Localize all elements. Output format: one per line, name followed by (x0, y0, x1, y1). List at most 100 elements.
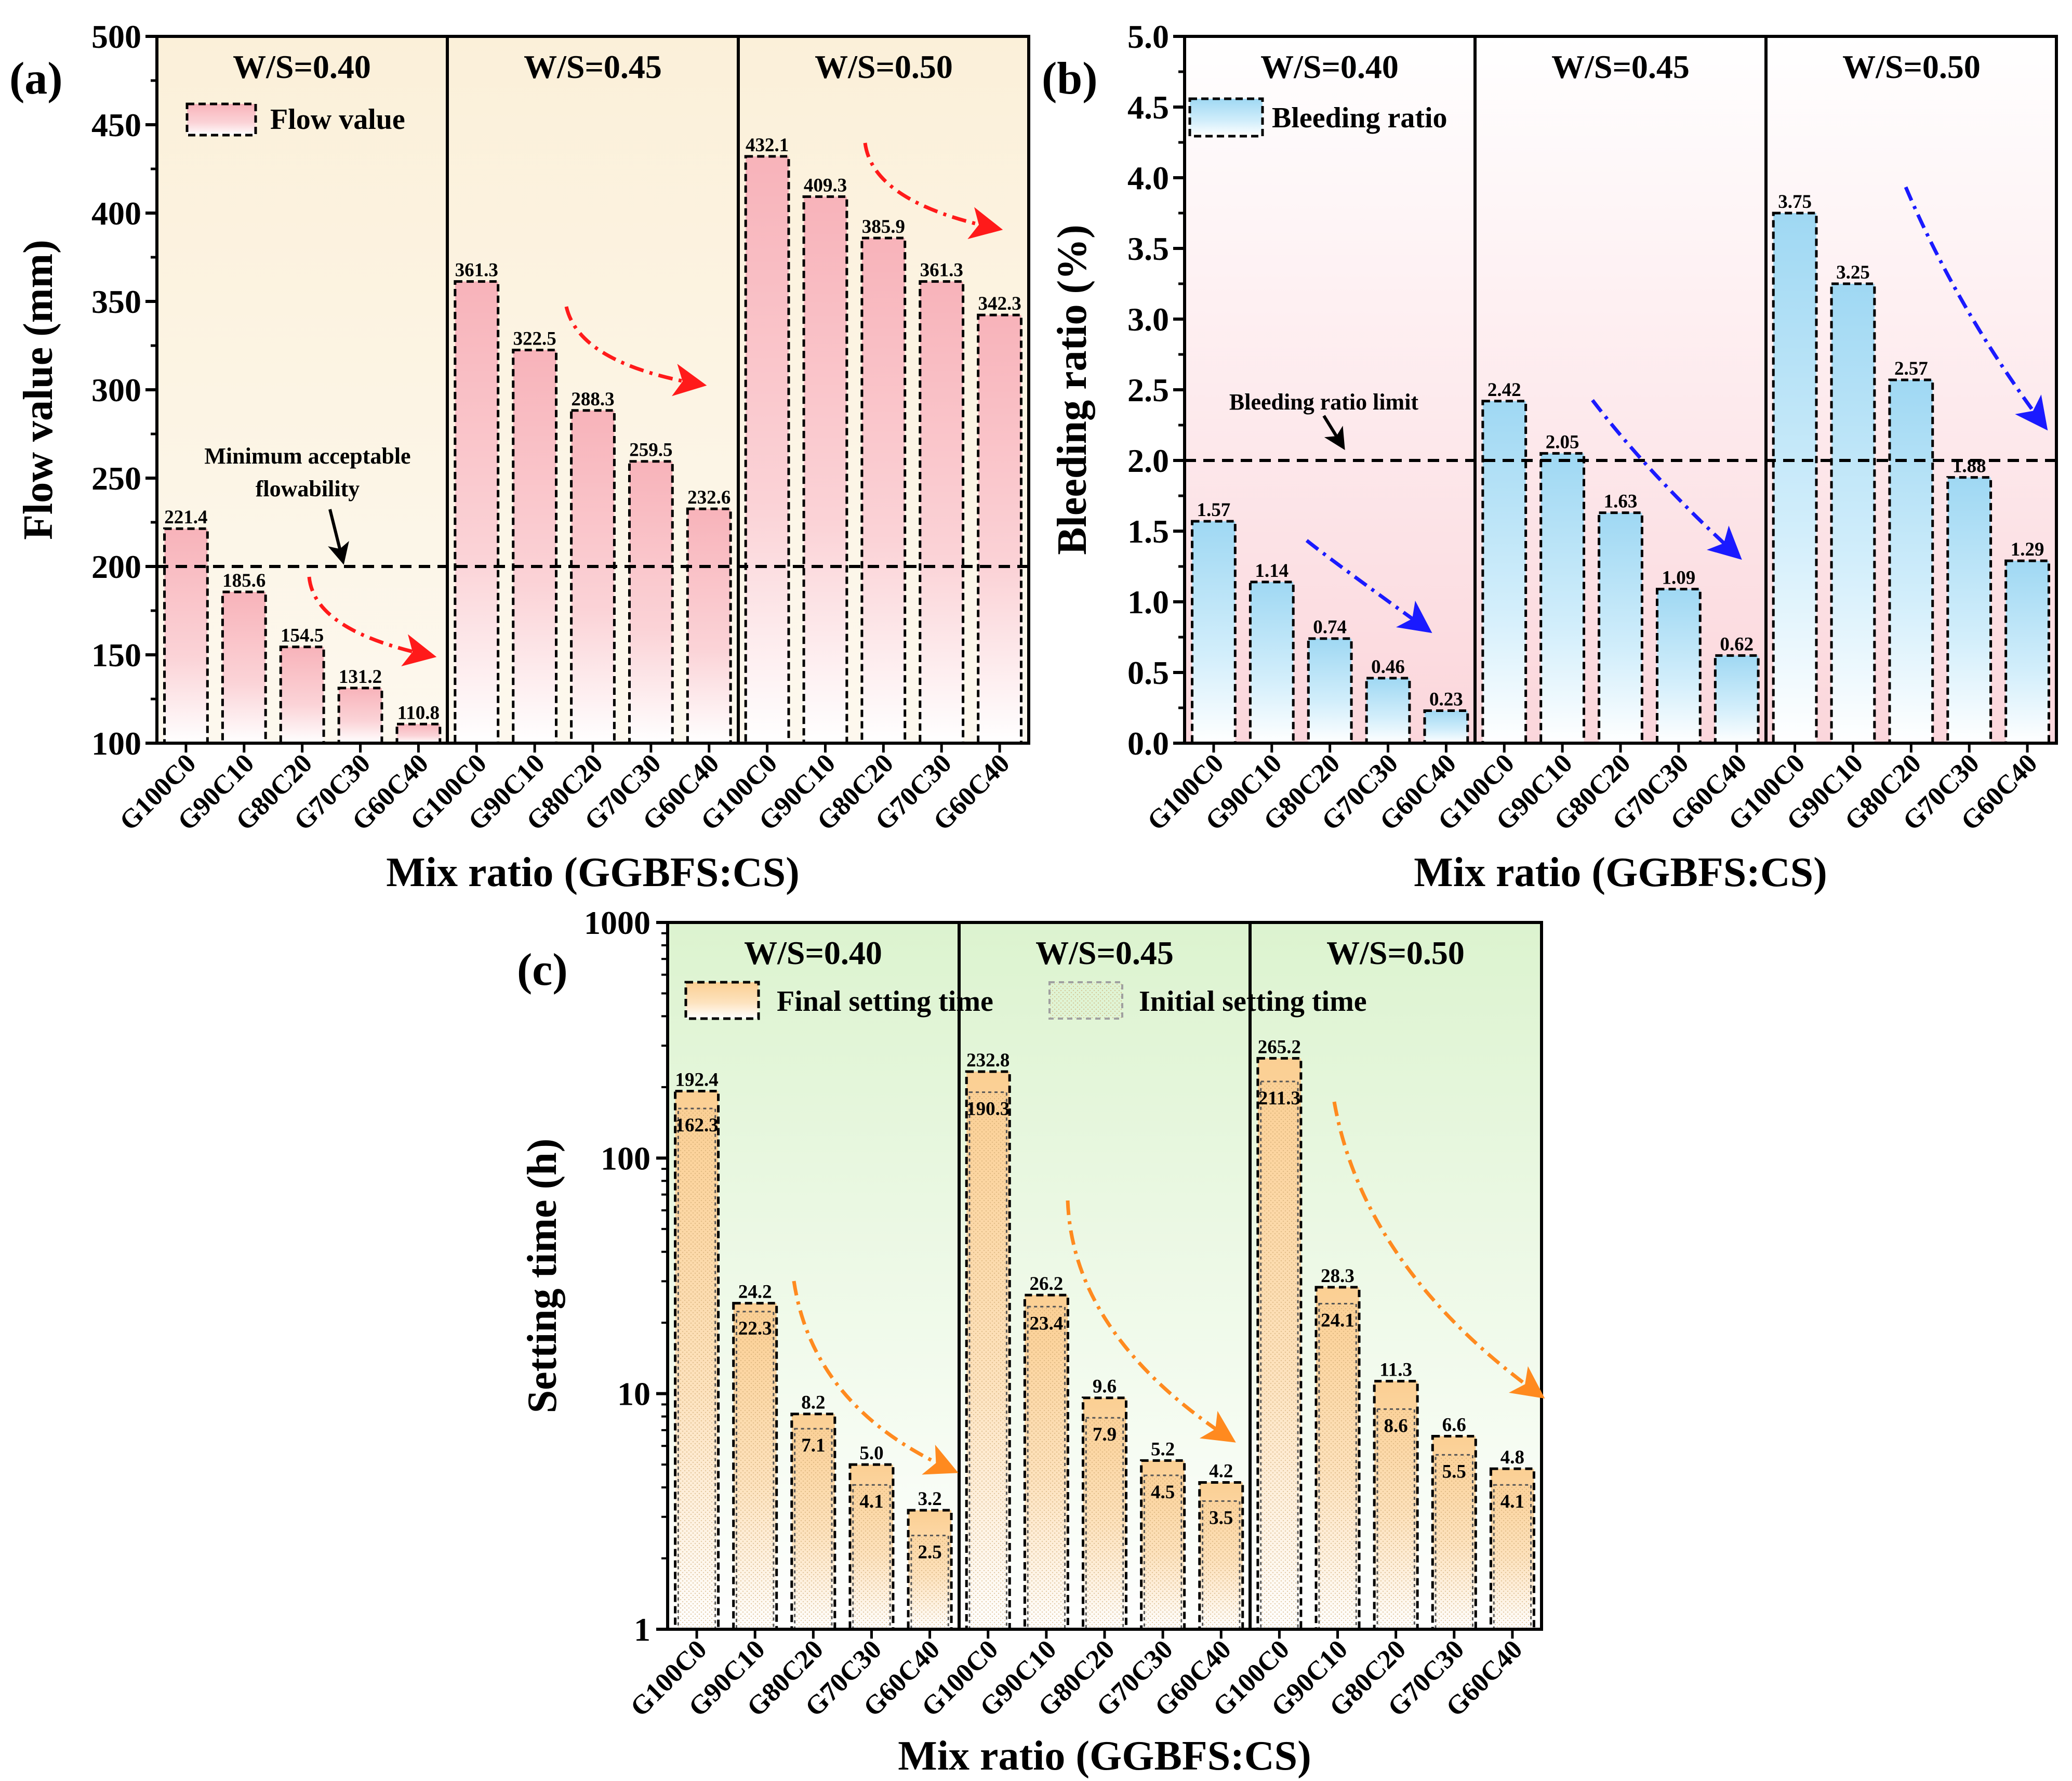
panel-c-group-label-3: W/S=0.50 (1326, 934, 1465, 971)
bar (279, 645, 325, 745)
panel-a-legend-label: Flow value (270, 103, 405, 136)
bar-initial-setting (910, 1535, 949, 1630)
bar (1888, 378, 1934, 745)
bar (2004, 559, 2050, 745)
bar-final-value-label: 4.2 (1209, 1460, 1233, 1482)
bar-value-label: 1.14 (1255, 560, 1289, 582)
bar (1946, 476, 1993, 745)
bar-initial-setting (1318, 1302, 1357, 1630)
bar-initial-setting (1027, 1305, 1066, 1630)
bar-initial-value-label: 4.1 (1500, 1491, 1524, 1512)
y-tick-label: 5.0 (1127, 18, 1169, 55)
panel-c-trend-arrow-2 (1066, 1200, 1236, 1443)
y-tick-label: 100 (601, 1140, 650, 1177)
bar (512, 349, 558, 745)
panel-c-legend-label-initial: Initial setting time (1139, 985, 1367, 1018)
panel-b-group-label-2: W/S=0.45 (1551, 48, 1690, 85)
bar (628, 460, 674, 745)
panel-a-y-title: Flow value (mm) (16, 240, 61, 540)
panel-a-trend-arrow-1 (307, 576, 437, 667)
bar-initial-setting (1435, 1454, 1473, 1630)
bar-final-value-label: 6.6 (1442, 1414, 1466, 1435)
y-tick-label: 100 (91, 725, 141, 762)
bar-initial-value-label: 190.3 (966, 1099, 1010, 1120)
bar-initial-value-label: 24.1 (1321, 1310, 1354, 1331)
bar-initial-setting (1143, 1474, 1183, 1630)
bar-value-label: 0.74 (1313, 617, 1347, 638)
bar-final-value-label: 26.2 (1029, 1273, 1063, 1295)
panel-c-x-title: Mix ratio (GGBFS:CS) (898, 1733, 1311, 1779)
panel-c-group-label-1: W/S=0.40 (744, 934, 882, 971)
bar-value-label: 3.25 (1836, 262, 1870, 283)
bar-value-label: 154.5 (281, 625, 324, 647)
bar-initial-value-label: 5.5 (1442, 1461, 1466, 1482)
panel-a-trend-arrow-3 (863, 142, 1003, 240)
bar-initial-value-label: 162.3 (675, 1115, 718, 1136)
bar (977, 313, 1022, 745)
y-tick-label: 2.5 (1127, 372, 1169, 408)
bar (221, 590, 267, 745)
y-tick-label: 1.5 (1127, 513, 1169, 550)
bar (1481, 400, 1528, 745)
panel-c-trend-arrow-3 (1332, 1101, 1545, 1399)
bar-initial-value-label: 8.6 (1384, 1415, 1408, 1436)
panel-b-y-title: Bleeding ratio (%) (1050, 225, 1095, 555)
bar-value-label: 131.2 (339, 666, 382, 688)
y-tick-label: 150 (91, 637, 141, 674)
panel-b-trend-arrow-1 (1305, 539, 1432, 634)
bar-initial-setting (677, 1107, 716, 1630)
y-tick-label: 3.0 (1127, 301, 1169, 338)
bar-initial-setting (1260, 1080, 1299, 1630)
bar-initial-setting (794, 1428, 833, 1630)
panel-b-legend-label: Bleeding ratio (1272, 102, 1447, 134)
bar-initial-value-label: 23.4 (1029, 1313, 1063, 1334)
y-tick-label: 2.0 (1127, 442, 1169, 479)
bar-value-label: 361.3 (455, 260, 498, 281)
bar-value-label: 288.3 (571, 389, 614, 410)
bar-value-label: 1.63 (1604, 491, 1638, 512)
panel-b-tag: (b) (1042, 54, 1098, 104)
bar (1307, 637, 1353, 745)
bar-initial-value-label: 22.3 (738, 1318, 772, 1339)
bar-value-label: 432.1 (746, 135, 789, 156)
panel-a-trend-arrow-2 (564, 306, 707, 397)
panel-c-trend-arrow-1 (792, 1281, 959, 1475)
bar (454, 280, 500, 745)
y-tick-label: 250 (91, 460, 141, 497)
bar-final-value-label: 9.6 (1093, 1376, 1117, 1397)
bar (1248, 581, 1295, 745)
y-tick-label: 1 (634, 1611, 650, 1648)
bar (919, 280, 965, 745)
panel-c-legend-swatch-initial (1048, 981, 1123, 1020)
bar-final-value-label: 24.2 (738, 1282, 772, 1303)
bar-initial-value-label: 4.1 (859, 1491, 883, 1512)
bar-value-label: 2.57 (1894, 358, 1928, 379)
bar-value-label: 185.6 (222, 570, 265, 591)
panel-b-ref-pointer (1322, 415, 1345, 450)
bar-value-label: 1.09 (1662, 568, 1695, 589)
bar (1191, 520, 1237, 745)
bar-initial-value-label: 7.9 (1093, 1424, 1117, 1445)
bar-value-label: 110.8 (397, 702, 440, 723)
panel-a-flow-value: 221.4 185.6 154.5 131.2 110.8 361.3 322.5 288.3… (9, 18, 1030, 895)
y-tick-label: 500 (91, 18, 141, 55)
bar-value-label: 322.5 (513, 328, 556, 350)
bar-value-label: 1.57 (1197, 499, 1231, 521)
y-tick-label: 400 (91, 195, 141, 232)
bar-value-label: 2.05 (1546, 431, 1579, 453)
bar-initial-value-label: 4.5 (1151, 1482, 1175, 1503)
panel-b-trend-arrow-3 (1904, 186, 2048, 431)
bar-initial-setting (736, 1311, 775, 1630)
bar-value-label: 385.9 (862, 216, 905, 238)
y-tick-label: 1000 (584, 904, 650, 941)
y-tick-label: 10 (617, 1376, 650, 1413)
bar-final-value-label: 8.2 (801, 1392, 825, 1414)
bar (1365, 677, 1411, 745)
y-tick-label: 0.5 (1127, 654, 1169, 691)
panel-b-x-title: Mix ratio (GGBFS:CS) (1414, 850, 1827, 895)
y-tick-label: 4.5 (1127, 89, 1169, 126)
bar (570, 409, 616, 745)
bar-value-label: 342.3 (978, 293, 1021, 314)
bar-final-value-label: 232.8 (966, 1050, 1010, 1071)
